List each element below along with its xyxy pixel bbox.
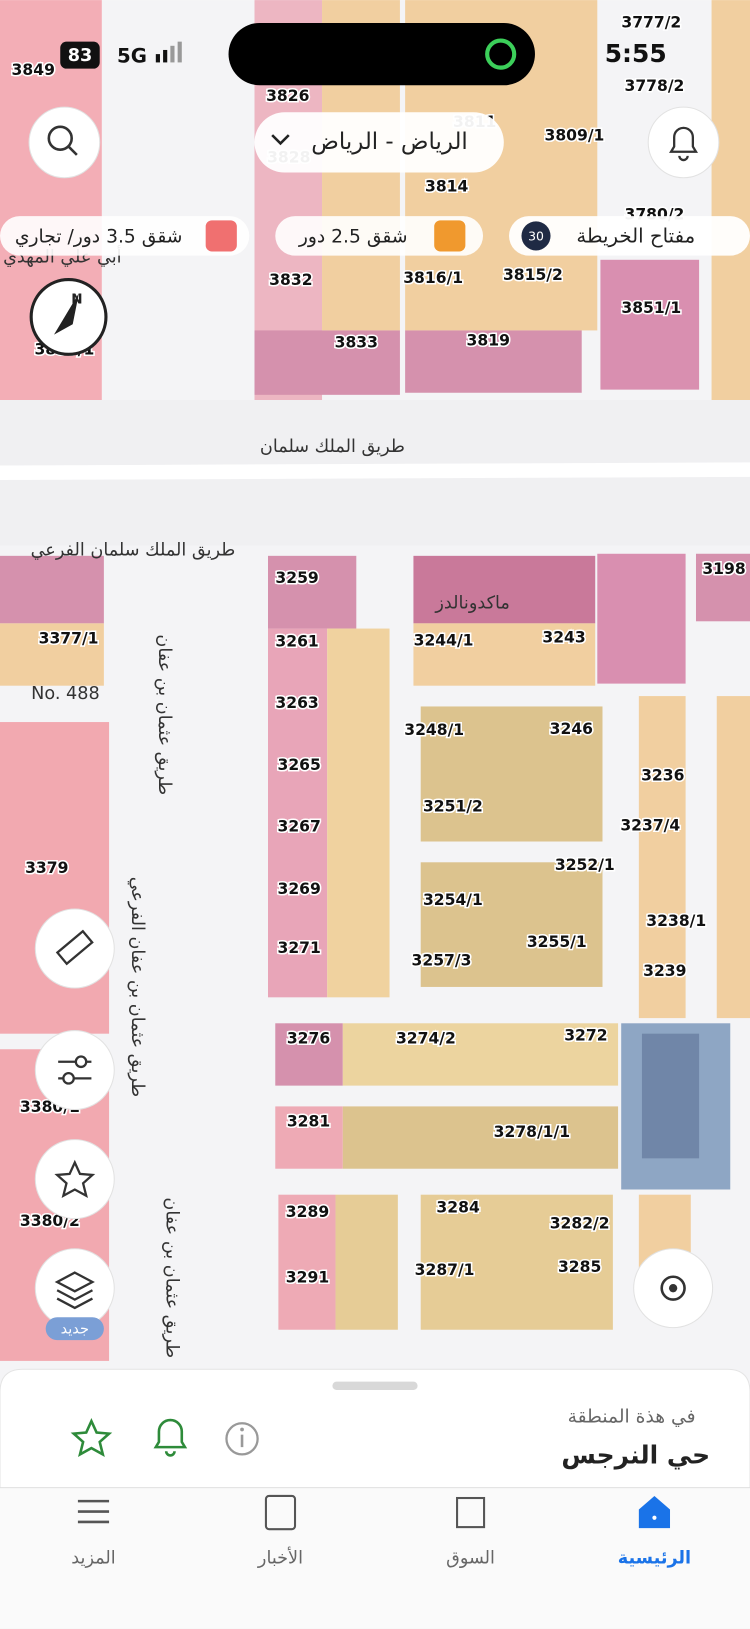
legend-item: شقق 3.5 دور/ تجاري bbox=[15, 226, 183, 247]
parcel-label: 3257/3 bbox=[412, 951, 472, 969]
parcel-label: 3289 bbox=[286, 1203, 329, 1221]
legend-button[interactable] bbox=[509, 216, 750, 256]
parcel-label: 3248/1 bbox=[404, 721, 464, 739]
road-label: طريق عثمان بن عفان bbox=[154, 634, 174, 795]
filter-button[interactable] bbox=[34, 1030, 115, 1111]
parcel-label: 3259 bbox=[275, 569, 318, 587]
layers-button[interactable] bbox=[34, 1248, 115, 1329]
parcel-label: 3255/1 bbox=[527, 933, 587, 951]
parcel-label: 3833 bbox=[335, 333, 378, 351]
parcel-label: 3285 bbox=[558, 1258, 601, 1276]
road-label: طريق الملك سلمان bbox=[260, 437, 405, 457]
battery-level: 83 bbox=[68, 46, 93, 66]
parcel-label: 3254/1 bbox=[423, 891, 483, 909]
search-button[interactable] bbox=[28, 106, 101, 179]
parcel-label: 3826 bbox=[266, 87, 309, 105]
notifications-button[interactable] bbox=[647, 106, 720, 179]
tab-bar bbox=[0, 1487, 750, 1629]
parcel-label: 3814 bbox=[425, 178, 469, 196]
road-label: طريق عثمان بن عفان bbox=[161, 1197, 181, 1358]
signal bbox=[155, 41, 182, 63]
parcel-label: 3261 bbox=[275, 633, 318, 651]
svg-text:N: N bbox=[71, 291, 82, 307]
notify-area[interactable] bbox=[153, 1418, 188, 1457]
place-label: No. 488 bbox=[31, 684, 100, 704]
parcel-label: 3851/1 bbox=[621, 299, 681, 317]
district-name: حي النرجس bbox=[561, 1440, 710, 1470]
area-info[interactable] bbox=[225, 1422, 259, 1456]
parcel-label: 3263 bbox=[275, 694, 318, 712]
parcel-label: 3246 bbox=[550, 720, 593, 738]
parcel-label: 3237/4 bbox=[620, 816, 680, 834]
map-tools: جديد bbox=[34, 908, 714, 1341]
tab-label[interactable]: السوق bbox=[446, 1548, 495, 1568]
parcel-label: 3276 bbox=[287, 1029, 330, 1047]
parcel-label: 3198 bbox=[702, 560, 745, 578]
parcel-label: 3278/1/1 bbox=[494, 1123, 570, 1141]
road-label: طريق الملك سلمان الفرعي bbox=[31, 541, 236, 561]
favorites-button[interactable] bbox=[34, 1139, 115, 1220]
call-indicator bbox=[485, 38, 517, 70]
search-icon bbox=[47, 125, 73, 151]
parcel-label: 3379 bbox=[25, 859, 68, 877]
new-badge: جديد bbox=[61, 1322, 89, 1338]
parcel-label: 3238/1 bbox=[646, 912, 706, 930]
parcel-label: 3244/1 bbox=[414, 632, 474, 650]
parcel-label: 3809/1 bbox=[545, 127, 605, 145]
legend-count: 30 bbox=[528, 228, 544, 243]
parcel-label: 3265 bbox=[277, 756, 320, 774]
legend-item: شقق 2.5 دور bbox=[298, 226, 408, 247]
legend-swatch bbox=[205, 220, 237, 252]
parcel-label: 3269 bbox=[277, 880, 320, 898]
parcel-label: 3267 bbox=[277, 817, 320, 835]
clock: 5:55 bbox=[605, 39, 667, 68]
parcel-label: 3281 bbox=[287, 1112, 330, 1130]
parcel-label: 3251/2 bbox=[423, 798, 483, 816]
parcel-label: 3282/2 bbox=[550, 1214, 610, 1232]
location-pill[interactable] bbox=[254, 112, 504, 173]
dynamic-island bbox=[228, 22, 535, 86]
tab-label[interactable]: الأخبار bbox=[257, 1546, 303, 1568]
parcel-label: 3815/2 bbox=[503, 266, 563, 284]
favorite-area[interactable] bbox=[70, 1418, 113, 1457]
legend-swatch bbox=[434, 220, 466, 252]
parcel-label: 3236 bbox=[641, 767, 684, 785]
parcel-label: 3777/2 bbox=[621, 13, 681, 31]
parcel-label: 3239 bbox=[643, 962, 686, 980]
location: الرياض - الرياض bbox=[311, 129, 467, 155]
tab-label[interactable]: المزيد bbox=[71, 1548, 115, 1568]
parcel-label: 3832 bbox=[269, 271, 312, 289]
parcel-label: 3284 bbox=[436, 1199, 480, 1217]
place-label: ماكدونالدز bbox=[434, 594, 509, 614]
parcel-label: 3816/1 bbox=[403, 269, 463, 287]
parcel-label: 3252/1 bbox=[555, 856, 615, 874]
parcel-label: 3287/1 bbox=[415, 1261, 475, 1279]
parcel-label: 3243 bbox=[542, 628, 585, 646]
network: 5G bbox=[117, 45, 147, 68]
parcel-label: 3274/2 bbox=[396, 1029, 456, 1047]
battery bbox=[60, 41, 100, 69]
tab-label[interactable]: الرئيسية bbox=[618, 1548, 691, 1568]
measure-button[interactable] bbox=[34, 908, 115, 989]
parcel-label: 3849 bbox=[12, 61, 55, 79]
parcel-label: 3819 bbox=[467, 331, 510, 349]
parcel-label: 3778/2 bbox=[624, 77, 684, 95]
parcel-label: 3271 bbox=[277, 939, 320, 957]
parcel-label: 3291 bbox=[286, 1268, 329, 1286]
parcel-label: 3272 bbox=[564, 1026, 607, 1044]
parcel-label: 3377/1 bbox=[39, 629, 99, 647]
legend-title: مفتاح الخريطة bbox=[576, 224, 695, 247]
road-label: طريق عثمان بن عفان الفرعي bbox=[127, 877, 147, 1097]
area-subtitle: في هذة المنطقة bbox=[568, 1406, 696, 1427]
